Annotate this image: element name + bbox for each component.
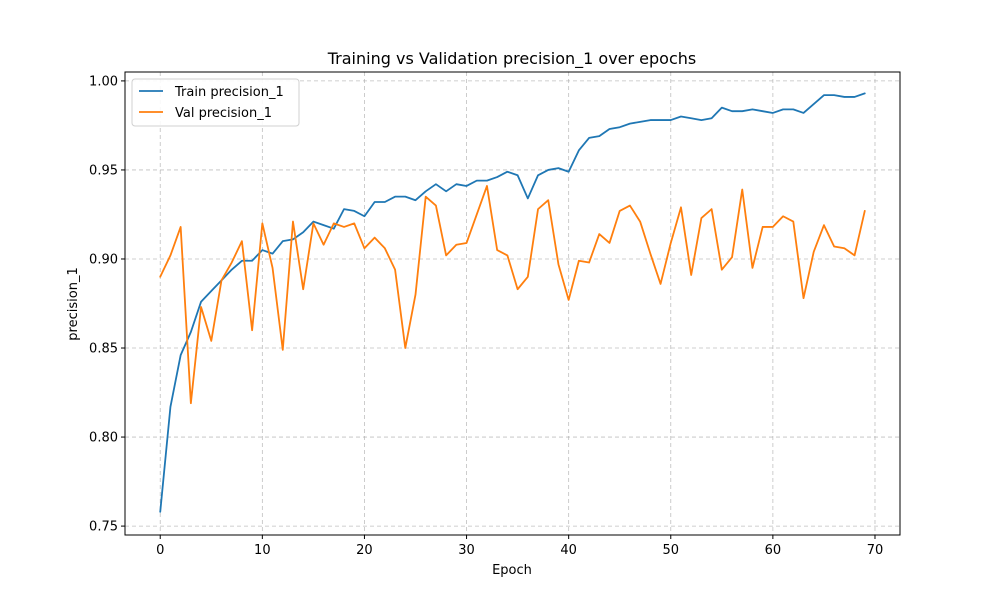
- x-tick-label: 10: [254, 543, 271, 558]
- x-tick-label: 60: [765, 543, 782, 558]
- series-lines: [159, 92, 866, 513]
- plot-frame: [124, 71, 901, 536]
- legend-label-val: Val precision_1: [175, 106, 272, 121]
- x-tick-label: 50: [662, 543, 679, 558]
- y-axis-title: precision_1: [66, 267, 81, 340]
- x-axis-ticks: 0 10 20 30 40 50 60 70: [156, 535, 883, 558]
- y-tick-label: 0.85: [89, 342, 118, 357]
- x-axis-title: Epoch: [492, 563, 532, 578]
- grid: [125, 72, 900, 535]
- x-tick-label: 0: [156, 543, 164, 558]
- train-precision-line: [159, 92, 866, 513]
- legend-frame: [131, 78, 300, 127]
- x-tick-label: 20: [356, 543, 373, 558]
- y-axis-ticks: 0.75 0.80 0.85 0.90 0.95 1.00: [89, 74, 125, 535]
- x-tick-label: 40: [560, 543, 577, 558]
- x-tick-label: 30: [458, 543, 475, 558]
- y-tick-label: 0.95: [89, 163, 118, 178]
- y-tick-label: 0.80: [89, 431, 118, 446]
- y-tick-label: 1.00: [89, 74, 118, 89]
- legend: Train precision_1 Val precision_1: [131, 78, 300, 127]
- chart-title: Training vs Validation precision_1 over …: [327, 49, 696, 69]
- x-tick-label: 70: [867, 543, 884, 558]
- val-precision-line: [159, 185, 866, 405]
- legend-label-train: Train precision_1: [174, 85, 284, 100]
- y-tick-label: 0.75: [89, 520, 118, 535]
- y-tick-label: 0.90: [89, 252, 118, 267]
